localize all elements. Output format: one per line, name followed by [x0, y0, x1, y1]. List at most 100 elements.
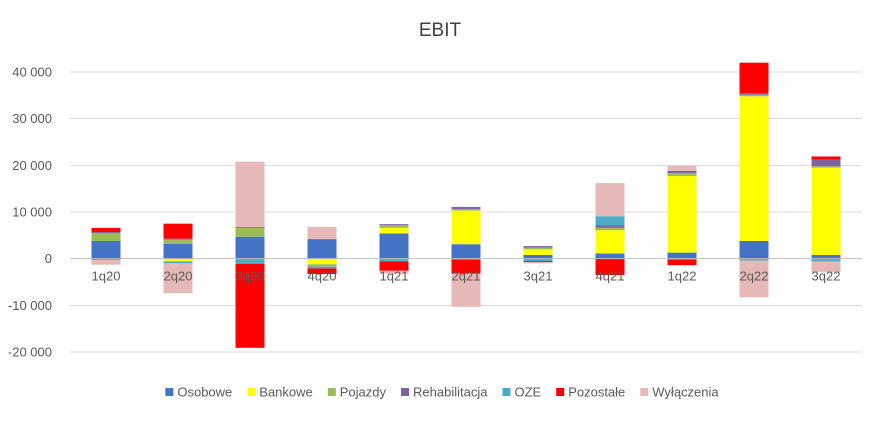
legend-swatch	[401, 388, 410, 396]
y-tick-label: -20 000	[8, 345, 52, 360]
bar-segment	[595, 183, 625, 217]
legend-item: Bankowe	[247, 385, 313, 400]
bar-segment	[91, 240, 121, 259]
bar-segment	[811, 159, 841, 167]
legend-swatch	[327, 388, 336, 396]
bar-segment	[523, 258, 553, 261]
bar-segment	[307, 264, 337, 267]
bar-segment	[451, 209, 481, 211]
bar-segment	[379, 258, 409, 262]
bar-segment	[307, 226, 337, 240]
bar-segment	[523, 261, 553, 264]
bar-segment	[739, 96, 769, 241]
bar-segment	[523, 249, 553, 255]
y-axis: 40 000 30 000 20 000 10 000 0 -10 000 -20 000	[8, 65, 52, 360]
bar-segment	[379, 227, 409, 234]
bar-segment	[91, 260, 121, 265]
bar-segment	[379, 270, 409, 274]
bar-segment	[811, 254, 841, 259]
legend-item: Pojazdy	[327, 385, 387, 400]
bar-segment	[595, 230, 625, 254]
x-tick-label: 3q22	[812, 269, 841, 284]
bar-segment	[811, 261, 841, 273]
bar-segment	[811, 167, 841, 255]
bar-segment	[811, 258, 841, 262]
bar-segment	[307, 266, 337, 269]
bar-segment	[739, 93, 769, 95]
bar-segment	[595, 227, 625, 231]
y-tick-label: -10 000	[8, 298, 52, 313]
y-tick-label: 30 000	[12, 111, 52, 126]
x-tick-label: 3q21	[524, 269, 553, 284]
bar-segment	[163, 261, 193, 264]
x-tick-label: 1q20	[92, 269, 121, 284]
bar-segment	[235, 161, 265, 227]
legend-label: Wyłączenia	[652, 385, 719, 400]
bar-segment	[379, 261, 409, 271]
y-tick-label: 40 000	[12, 65, 52, 80]
bar-segment	[739, 260, 769, 298]
bar-segment	[91, 233, 121, 241]
bar-segment	[739, 94, 769, 97]
bar-segment	[307, 258, 337, 265]
bar-segment	[91, 227, 121, 233]
bar-segment	[523, 246, 553, 248]
bar-segment	[235, 226, 265, 228]
bar-segment	[307, 240, 337, 259]
bars	[91, 62, 841, 348]
x-tick-label: 4q20	[308, 269, 337, 284]
bar-segment	[235, 227, 265, 237]
bar-segment	[379, 225, 409, 228]
y-tick-label: 20 000	[12, 158, 52, 173]
bar-segment	[307, 268, 337, 275]
y-tick-label: 10 000	[12, 205, 52, 220]
bar-segment	[235, 263, 265, 348]
bar-segment	[451, 244, 481, 259]
bar-segment	[379, 224, 409, 226]
bar-segment	[667, 170, 697, 174]
bar-segment	[595, 225, 625, 228]
bar-segment	[235, 258, 265, 264]
legend-item: OZE	[502, 385, 542, 400]
x-tick-label: 2q22	[740, 269, 769, 284]
legend-item: Osobowe	[165, 385, 232, 400]
bar-segment	[451, 259, 481, 274]
bar-segment	[307, 239, 337, 240]
bar-segment	[595, 216, 625, 226]
bar-segment	[163, 243, 193, 259]
legend-label: Pozostałe	[568, 385, 625, 400]
legend-item: Rehabilitacja	[401, 385, 488, 400]
bar-segment	[91, 232, 121, 233]
x-tick-label: 2q21	[452, 269, 481, 284]
bar-segment	[667, 165, 697, 171]
bar-segment	[91, 258, 121, 261]
bar-segment	[235, 236, 265, 259]
legend: Osobowe Bankowe Pojazdy Rehabilitacja OZE Poz…	[165, 385, 719, 400]
legend-swatch	[502, 388, 511, 396]
bar-segment	[595, 253, 625, 259]
bar-segment	[739, 62, 769, 93]
x-tick-label: 3q20	[236, 269, 265, 284]
x-tick-label: 1q22	[668, 269, 697, 284]
bar-segment	[451, 210, 481, 245]
bar-segment	[667, 252, 697, 259]
legend-item: Pozostałe	[556, 385, 625, 400]
x-tick-label: 2q20	[164, 269, 193, 284]
bar-segment	[811, 156, 841, 160]
bar-segment	[523, 261, 553, 262]
bar-segment	[523, 254, 553, 259]
legend-label: Pojazdy	[340, 385, 387, 400]
legend-swatch	[165, 388, 174, 396]
legend-label: Bankowe	[259, 385, 312, 400]
x-tick-label: 4q21	[596, 269, 625, 284]
x-axis: 1q20 2q20 3q20 4q20 1q21 2q21 3q21 4q21 1q22 2q22…	[92, 269, 841, 284]
bar-segment	[451, 273, 481, 307]
chart-title: EBIT	[419, 20, 462, 41]
y-tick-label: 0	[45, 251, 52, 266]
legend-item: Wyłączenia	[640, 385, 719, 400]
bar-segment	[163, 238, 193, 240]
bar-segment	[595, 258, 625, 275]
